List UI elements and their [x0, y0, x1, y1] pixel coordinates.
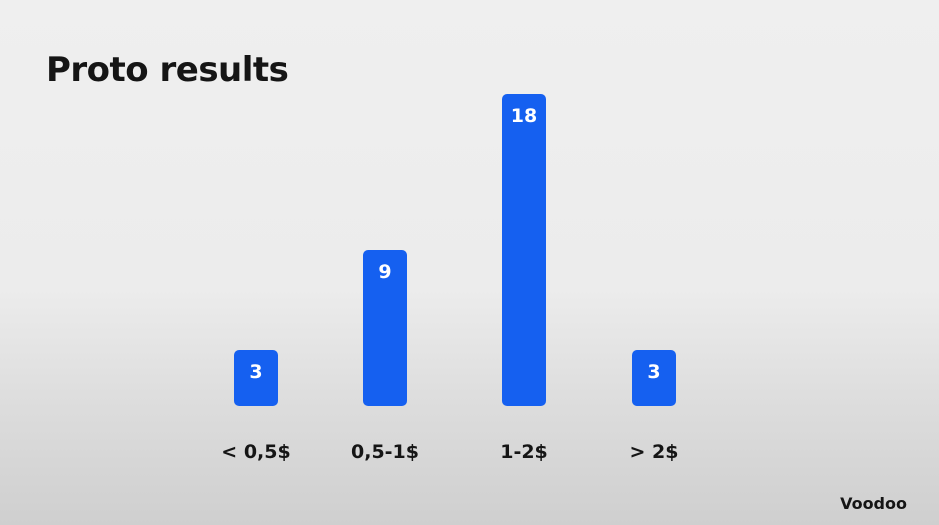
category-label-2: 0,5-1$: [351, 441, 419, 463]
category-label-1: < 0,5$: [221, 441, 290, 463]
bar-3: [502, 94, 546, 406]
bar-value-label-4: 3: [647, 361, 660, 383]
bar-value-label-2: 9: [378, 261, 391, 283]
slide-title: Proto results: [46, 50, 289, 90]
bar-1: [234, 350, 278, 406]
bar-value-label-1: 3: [249, 361, 262, 383]
category-label-3: 1-2$: [500, 441, 548, 463]
category-label-4: > 2$: [630, 441, 679, 463]
bar-value-label-3: 18: [511, 105, 537, 127]
bar-4: [632, 350, 676, 406]
bar-2: [363, 250, 407, 406]
brand-logo-text: Voodoo: [840, 494, 907, 513]
